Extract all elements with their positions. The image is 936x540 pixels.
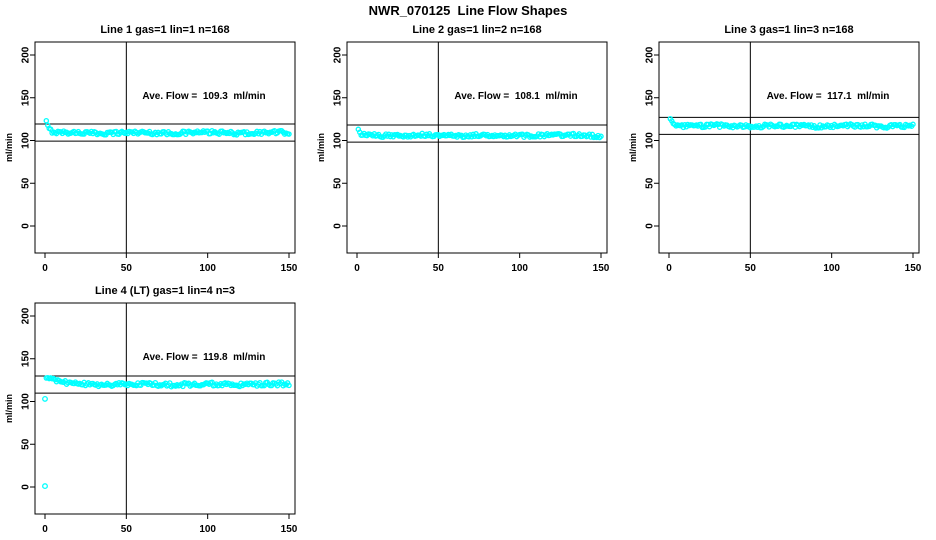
x-tick-label: 50 — [121, 524, 133, 535]
y-tick-label: 200 — [333, 46, 344, 63]
y-tick-label: 150 — [333, 89, 344, 106]
plot-canvas-4: Line 4 (LT) gas=1 lin=4 n=3 Ave. Flow = 1… — [4, 285, 298, 535]
ave-flow-annotation: Ave. Flow = 119.8 ml/min — [143, 352, 266, 363]
y-axis-label: ml/min — [628, 133, 638, 162]
outlier-point — [42, 483, 48, 490]
data-points — [667, 116, 916, 131]
y-tick-label: 50 — [333, 177, 344, 189]
ave-flow-annotation: Ave. Flow = 109.3 ml/min — [142, 91, 265, 102]
y-tick-label: 50 — [645, 177, 656, 189]
y-tick-label: 150 — [21, 350, 32, 367]
plot-canvas-3: Line 3 gas=1 lin=3 n=168 Ave. Flow = 117.… — [628, 24, 922, 274]
axes: 0 50 100 150 0 50 100 150 200 ml/min — [4, 302, 298, 535]
y-tick-label: 200 — [21, 307, 32, 324]
x-tick-label: 0 — [42, 524, 48, 535]
axes: 0 50 100 150 0 50 100 150 200 ml/min — [628, 41, 922, 274]
plot-canvas-1: Line 1 gas=1 lin=1 n=168 Ave. Flow = 109.… — [4, 24, 298, 274]
data-points — [355, 126, 604, 141]
y-tick-label: 150 — [21, 89, 32, 106]
reference-lines — [659, 42, 919, 253]
subplot-line-3: Line 3 gas=1 lin=3 n=168 Ave. Flow = 117.… — [624, 18, 936, 279]
subplot-line-2: Line 2 gas=1 lin=2 n=168 Ave. Flow = 108.… — [312, 18, 624, 279]
outlier-point — [42, 395, 48, 402]
subplot-line-4: Line 4 (LT) gas=1 lin=4 n=3 Ave. Flow = 1… — [0, 279, 312, 540]
subplot-title: Line 4 (LT) gas=1 lin=4 n=3 — [95, 285, 235, 297]
plot-box — [658, 41, 920, 254]
data-points — [42, 374, 292, 490]
figure-title: NWR_070125 Line Flow Shapes — [368, 3, 568, 18]
subplot-title: Line 3 gas=1 lin=3 n=168 — [724, 24, 853, 36]
x-tick-label: 150 — [281, 524, 298, 535]
plot-box — [34, 302, 296, 515]
x-tick-label: 100 — [199, 524, 216, 535]
x-tick-label: 150 — [593, 263, 610, 274]
subplot-title: Line 2 gas=1 lin=2 n=168 — [412, 24, 541, 36]
x-tick-label: 0 — [354, 263, 360, 274]
ave-flow-annotation: Ave. Flow = 108.1 ml/min — [454, 91, 577, 102]
subplot-title: Line 1 gas=1 lin=1 n=168 — [100, 24, 229, 36]
y-axis-label: ml/min — [4, 133, 14, 162]
plot-box — [346, 41, 608, 254]
x-tick-label: 50 — [121, 263, 133, 274]
y-tick-label: 0 — [333, 223, 344, 229]
y-tick-label: 200 — [645, 46, 656, 63]
y-axis-label: ml/min — [4, 394, 14, 423]
y-tick-label: 50 — [21, 438, 32, 450]
y-tick-label: 100 — [333, 132, 344, 149]
y-tick-label: 0 — [645, 223, 656, 229]
x-tick-label: 50 — [433, 263, 445, 274]
x-tick-label: 0 — [42, 263, 48, 274]
plot-box — [34, 41, 296, 254]
x-tick-label: 150 — [281, 263, 298, 274]
reference-lines — [35, 42, 295, 253]
plot-canvas-2: Line 2 gas=1 lin=2 n=168 Ave. Flow = 108.… — [316, 24, 610, 274]
y-axis-label: ml/min — [316, 133, 326, 162]
axes: 0 50 100 150 0 50 100 150 200 ml/min — [4, 41, 298, 274]
y-tick-label: 0 — [21, 484, 32, 490]
x-tick-label: 50 — [745, 263, 757, 274]
x-tick-label: 150 — [905, 263, 922, 274]
x-tick-label: 100 — [199, 263, 216, 274]
subplot-line-1: Line 1 gas=1 lin=1 n=168 Ave. Flow = 109.… — [0, 18, 312, 279]
axes: 0 50 100 150 0 50 100 150 200 ml/min — [316, 41, 610, 274]
reference-lines — [35, 303, 295, 514]
x-tick-label: 100 — [823, 263, 840, 274]
y-tick-label: 100 — [21, 393, 32, 410]
y-tick-label: 100 — [21, 132, 32, 149]
y-tick-label: 50 — [21, 177, 32, 189]
y-tick-label: 200 — [21, 46, 32, 63]
ave-flow-annotation: Ave. Flow = 117.1 ml/min — [767, 91, 890, 102]
data-points — [43, 117, 292, 138]
y-tick-label: 0 — [21, 223, 32, 229]
x-tick-label: 100 — [511, 263, 528, 274]
reference-lines — [347, 42, 607, 253]
x-tick-label: 0 — [666, 263, 672, 274]
y-tick-label: 150 — [645, 89, 656, 106]
y-tick-label: 100 — [645, 132, 656, 149]
